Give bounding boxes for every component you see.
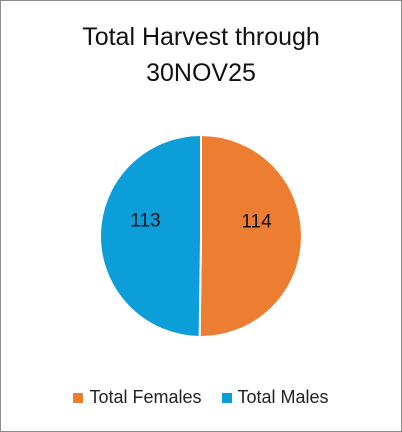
legend-item-total-females: Total Females: [73, 387, 202, 408]
legend-swatch-total-males: [221, 392, 232, 403]
chart-title-line-1: Total Harvest through: [82, 23, 320, 51]
legend-swatch-total-females: [73, 392, 84, 403]
pie-slice-total-females: [198, 133, 303, 338]
chart-legend: Total Females Total Males: [1, 387, 401, 408]
chart-title: Total Harvest through 30NOV25: [1, 19, 401, 91]
pie-slice-total-males: [99, 133, 202, 339]
legend-label-total-females: Total Females: [89, 387, 202, 407]
chart-title-line-2: 30NOV25: [146, 59, 256, 87]
data-label-total-males: 113: [130, 211, 160, 232]
legend-label-total-males: Total Males: [237, 387, 329, 407]
legend-item-total-males: Total Males: [221, 387, 329, 408]
data-label-total-females: 114: [241, 211, 272, 232]
